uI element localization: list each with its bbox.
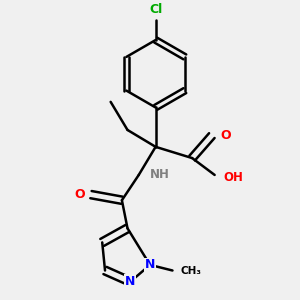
Text: O: O [220,129,231,142]
Text: OH: OH [223,171,243,184]
Text: NH: NH [150,168,170,182]
Text: CH₃: CH₃ [181,266,202,275]
Text: N: N [125,275,136,288]
Text: N: N [145,258,155,272]
Text: O: O [74,188,85,201]
Text: Cl: Cl [149,3,162,16]
